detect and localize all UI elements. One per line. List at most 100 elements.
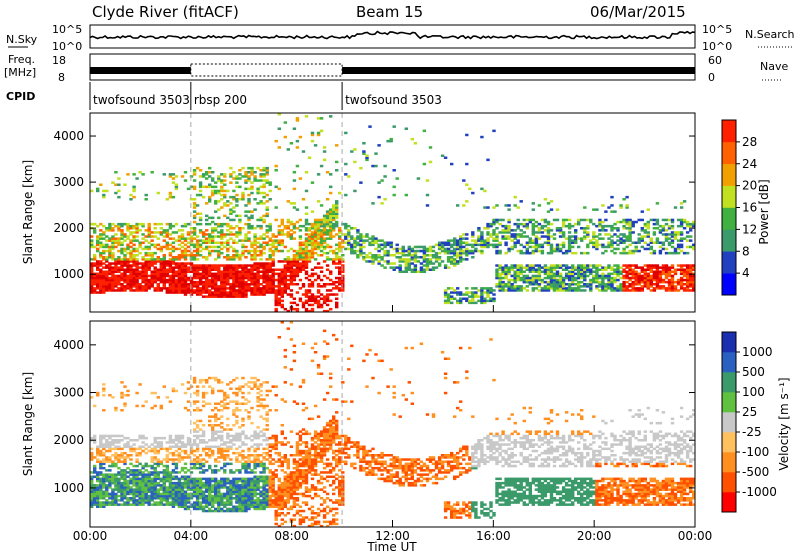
heatmap-cell (504, 268, 508, 271)
heatmap-cell (341, 254, 345, 257)
heatmap-cell (211, 268, 215, 271)
heatmap-cell (96, 458, 100, 461)
heatmap-cell (159, 492, 163, 496)
heatmap-cell (238, 169, 242, 172)
heatmap-cell (244, 175, 248, 178)
heatmap-cell (205, 245, 209, 249)
heatmap-cell (622, 270, 626, 273)
heatmap-cell (622, 218, 626, 222)
heatmap-cell (395, 266, 399, 269)
heatmap-cell (238, 285, 242, 288)
heatmap-cell (165, 471, 169, 474)
heatmap-cell (586, 243, 590, 247)
heatmap-cell (422, 258, 427, 261)
heatmap-cell (332, 214, 336, 218)
heatmap-cell (214, 264, 218, 267)
heatmap-cell (165, 477, 169, 481)
heatmap-cell (643, 272, 647, 276)
heatmap-cell (471, 245, 475, 249)
heatmap-cell (335, 287, 339, 290)
heatmap-cell (283, 227, 287, 230)
heatmap-cell (341, 239, 345, 242)
heatmap-cell (214, 278, 218, 282)
heatmap-cell (307, 274, 312, 278)
heatmap-cell (126, 394, 130, 397)
heatmap-cell (661, 280, 666, 284)
heatmap-cell (280, 239, 284, 242)
heatmap-cell (147, 464, 151, 468)
heatmap-cell (274, 307, 278, 311)
heatmap-cell (471, 293, 475, 296)
heatmap-cell (168, 473, 173, 476)
heatmap-cell (661, 243, 666, 247)
heatmap-cell (123, 469, 127, 472)
heatmap-cell (117, 258, 121, 261)
heatmap-cell (135, 260, 139, 263)
heatmap-cell (147, 235, 151, 238)
heatmap-cell (180, 272, 185, 276)
heatmap-cell (322, 227, 327, 230)
heatmap-cell (498, 266, 502, 269)
heatmap-cell (144, 239, 148, 242)
heatmap-cell (153, 475, 157, 478)
heatmap-cell (102, 497, 106, 500)
heatmap-cell (123, 488, 127, 491)
heatmap-cell (259, 227, 263, 230)
heatmap-cell (465, 291, 469, 294)
heatmap-cell (99, 436, 103, 440)
heatmap-cell (256, 224, 260, 228)
heatmap-cell (574, 237, 578, 240)
heatmap-cell (664, 229, 669, 232)
heatmap-cell (220, 272, 224, 276)
heatmap-cell (195, 291, 200, 294)
heatmap-cell (322, 146, 327, 149)
heatmap-cell (283, 245, 287, 249)
heatmap-cell (329, 208, 333, 211)
heatmap-cell (241, 295, 245, 298)
heatmap-cell (622, 264, 626, 267)
heatmap-cell (108, 497, 112, 500)
heatmap-cell (156, 471, 160, 474)
heatmap-cell (211, 216, 215, 220)
heatmap-cell (165, 473, 169, 476)
heatmap-cell (96, 471, 100, 474)
heatmap-cell (537, 270, 542, 273)
heatmap-cell (123, 394, 127, 397)
heatmap-cell (168, 481, 173, 485)
heatmap-cell (601, 229, 605, 232)
heatmap-cell (259, 270, 263, 273)
heatmap-cell (123, 222, 127, 226)
heatmap-cell (592, 280, 596, 284)
heatmap-cell (286, 293, 290, 296)
heatmap-cell (123, 289, 127, 292)
heatmap-cell (93, 494, 97, 498)
heatmap-cell (195, 251, 200, 255)
heatmap-cell (679, 270, 684, 273)
heatmap-cell (649, 241, 653, 244)
heatmap-cell (162, 447, 166, 451)
heatmap-cell (616, 266, 620, 269)
heatmap-cell (316, 245, 321, 249)
heatmap-cell (99, 233, 103, 236)
heatmap-cell (425, 249, 430, 253)
heatmap-cell (689, 285, 693, 288)
heatmap-cell (322, 299, 327, 303)
heatmap-cell (156, 436, 160, 440)
heatmap-cell (253, 285, 257, 288)
heatmap-cell (322, 220, 327, 224)
heatmap-cell (132, 449, 136, 453)
heatmap-cell (519, 235, 523, 238)
heatmap-cell (471, 256, 475, 259)
heatmap-cell (123, 183, 127, 186)
heatmap-cell (338, 249, 342, 253)
heatmap-cell (316, 301, 321, 305)
heatmap-cell (138, 266, 142, 269)
heatmap-cell (368, 260, 372, 263)
heatmap-cell (132, 243, 136, 247)
heatmap-cell (256, 272, 260, 276)
heatmap-cell (416, 260, 421, 263)
heatmap-cell (192, 171, 197, 174)
heatmap-cell (561, 224, 566, 228)
heatmap-cell (262, 218, 266, 222)
heatmap-cell (253, 280, 257, 284)
